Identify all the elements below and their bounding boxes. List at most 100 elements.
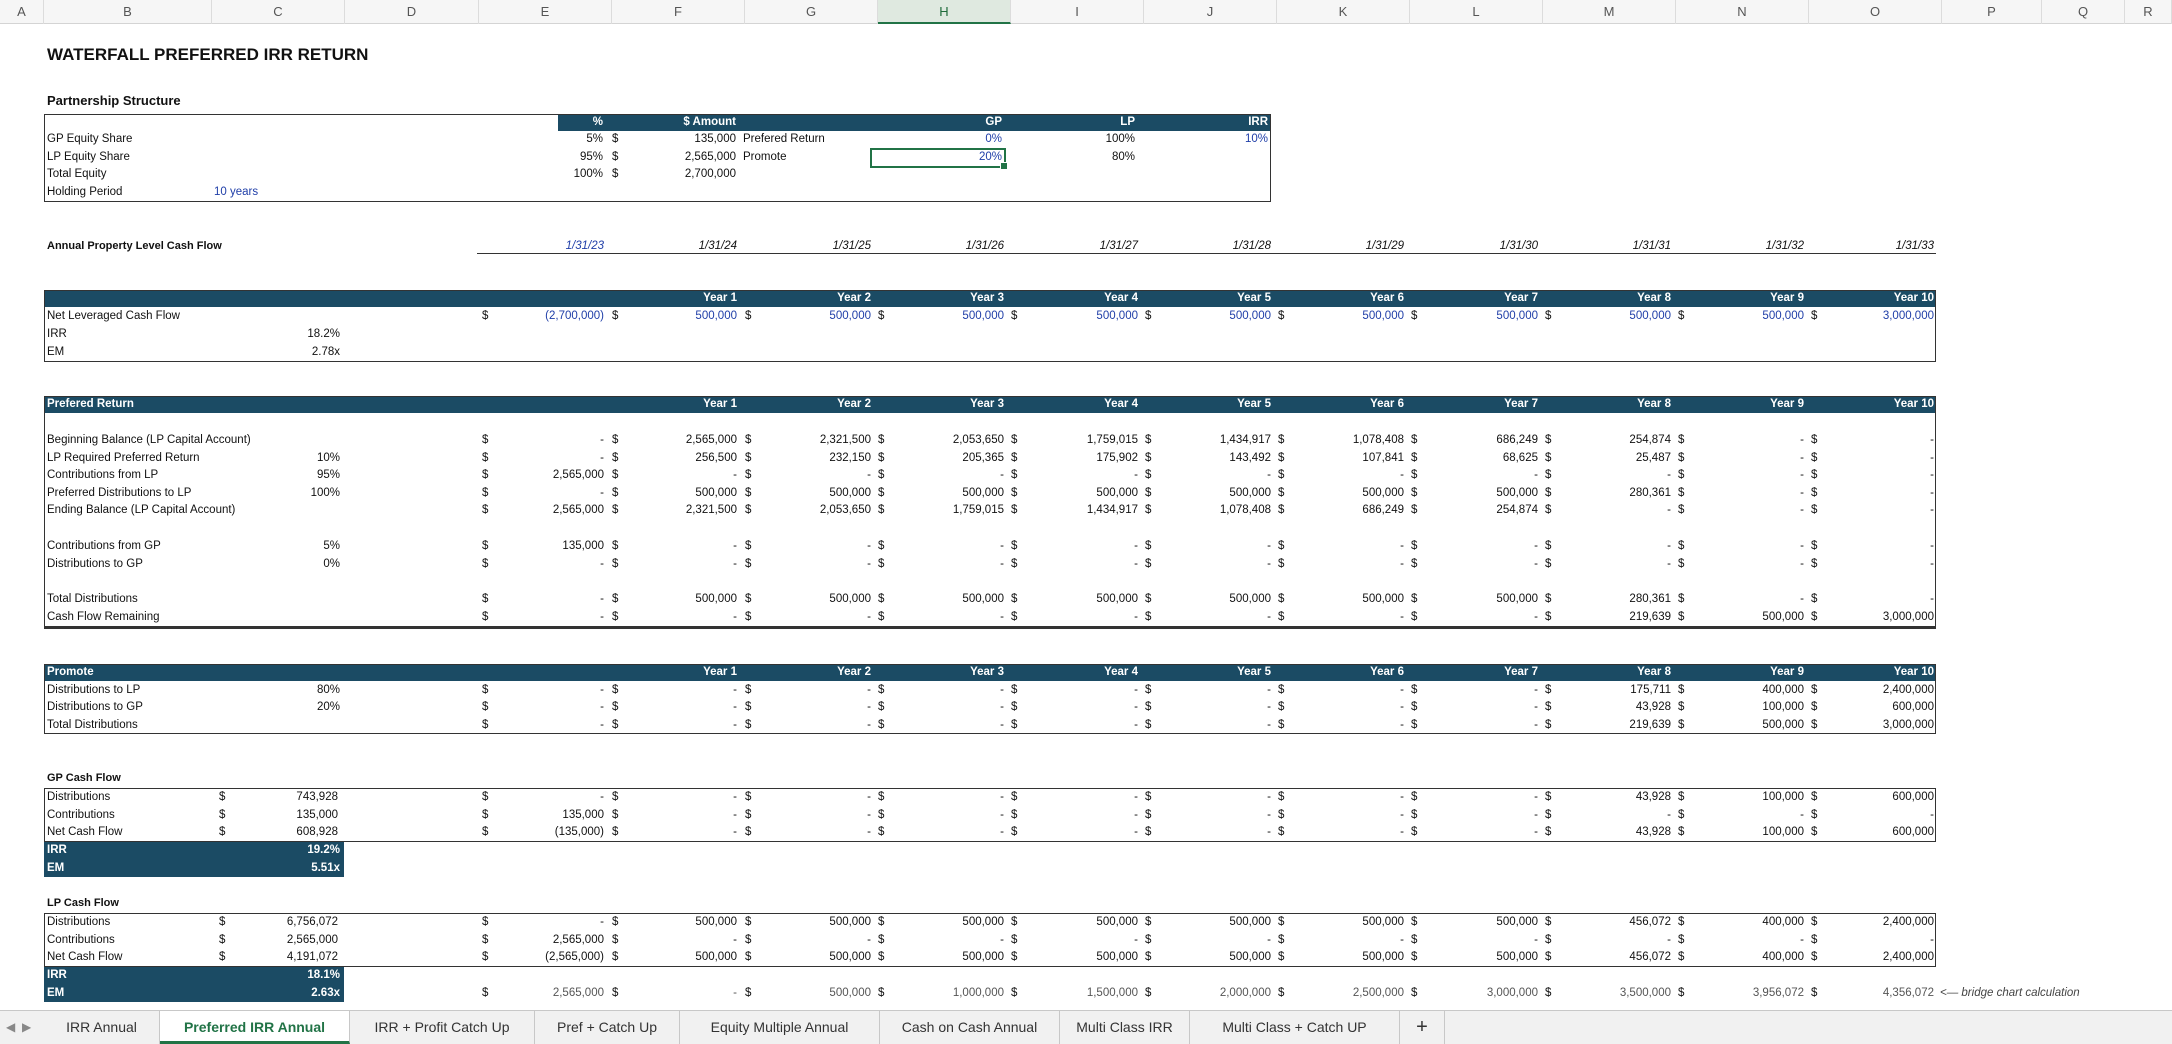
value-cell[interactable]: 400,000	[1762, 951, 1804, 963]
value-cell[interactable]: -	[733, 684, 737, 696]
value-cell[interactable]: 219,639	[1629, 719, 1671, 731]
total-cell[interactable]: 135,000	[296, 809, 338, 821]
value-cell[interactable]: -	[1000, 701, 1004, 713]
value-cell[interactable]: 500,000	[1229, 593, 1271, 605]
value-cell[interactable]: -	[1400, 934, 1404, 946]
value-cell[interactable]: 500,000	[829, 987, 871, 999]
value-cell[interactable]: -	[1400, 791, 1404, 803]
value-cell[interactable]: 500,000	[1362, 487, 1404, 499]
nav-prev-icon[interactable]: ◀	[6, 1020, 16, 1034]
value-cell[interactable]: 500,000	[962, 916, 1004, 928]
value-cell[interactable]: 500,000	[1496, 916, 1538, 928]
date-cell[interactable]: 1/31/33	[1895, 240, 1934, 252]
value-cell[interactable]: 3,000,000	[1486, 987, 1538, 999]
value-cell[interactable]: 500,000	[962, 951, 1004, 963]
value-cell[interactable]: -	[867, 934, 871, 946]
column-header-l[interactable]: L	[1410, 0, 1543, 24]
value-cell[interactable]: -	[1400, 558, 1404, 570]
value-cell[interactable]: -	[1134, 809, 1138, 821]
value-cell[interactable]: -	[1267, 791, 1271, 803]
column-header-b[interactable]: B	[44, 0, 212, 24]
value-cell[interactable]: -	[1267, 558, 1271, 570]
value-cell[interactable]: 500,000	[1362, 951, 1404, 963]
value-cell[interactable]: 1,078,408	[1352, 434, 1404, 446]
gp-input[interactable]: 0%	[985, 133, 1002, 145]
value-cell[interactable]: 219,639	[1629, 611, 1671, 623]
value-cell[interactable]: -	[1800, 809, 1804, 821]
value-cell[interactable]: -	[1930, 558, 1934, 570]
value-cell[interactable]: -	[1400, 469, 1404, 481]
value-cell[interactable]: -	[1800, 540, 1804, 552]
value-cell[interactable]: -	[1400, 540, 1404, 552]
column-header-n[interactable]: N	[1676, 0, 1809, 24]
value-cell[interactable]: -	[600, 611, 604, 623]
value-cell[interactable]: -	[867, 684, 871, 696]
spreadsheet-grid[interactable]: WATERFALL PREFERRED IRR RETURN Partnershi…	[0, 24, 2172, 1010]
value-cell[interactable]: 254,874	[1629, 434, 1671, 446]
date-cell[interactable]: 1/31/26	[965, 240, 1004, 252]
value-cell[interactable]: -	[1667, 504, 1671, 516]
value-cell[interactable]: 500,000	[695, 487, 737, 499]
value-cell[interactable]: 3,956,072	[1752, 987, 1804, 999]
amount-cell[interactable]: 135,000	[694, 133, 736, 145]
value-cell[interactable]: (135,000)	[554, 826, 604, 838]
param-cell[interactable]: 10%	[316, 452, 340, 464]
value-cell[interactable]: -	[1000, 826, 1004, 838]
total-cell[interactable]: 743,928	[296, 791, 338, 803]
value-cell[interactable]: 500,000	[695, 310, 737, 322]
value-cell[interactable]: -	[1534, 719, 1538, 731]
value-cell[interactable]: 686,249	[1362, 504, 1404, 516]
value-cell[interactable]: -	[867, 540, 871, 552]
value-cell[interactable]: -	[1267, 701, 1271, 713]
value-cell[interactable]: -	[1134, 791, 1138, 803]
value-cell[interactable]: -	[733, 540, 737, 552]
value-cell[interactable]: -	[1000, 719, 1004, 731]
param-cell[interactable]: 20%	[316, 701, 340, 713]
value-cell[interactable]: 500,000	[962, 593, 1004, 605]
value-cell[interactable]: -	[733, 826, 737, 838]
sheet-tab-cash-on-cash-annual[interactable]: Cash on Cash Annual	[880, 1011, 1060, 1044]
value-cell[interactable]: 456,072	[1629, 916, 1671, 928]
holding-period-input[interactable]: 10 years	[214, 186, 259, 198]
value-cell[interactable]: -	[1930, 593, 1934, 605]
sheet-tab-preferred-irr-annual[interactable]: Preferred IRR Annual	[160, 1011, 350, 1044]
value-cell[interactable]: -	[733, 469, 737, 481]
total-cell[interactable]: 6,756,072	[286, 916, 338, 928]
value-cell[interactable]: -	[600, 452, 604, 464]
value-cell[interactable]: -	[733, 791, 737, 803]
value-cell[interactable]: -	[867, 558, 871, 570]
value-cell[interactable]: -	[733, 719, 737, 731]
value-cell[interactable]: -	[1930, 540, 1934, 552]
value-cell[interactable]: 107,841	[1362, 452, 1404, 464]
value-cell[interactable]: -	[733, 934, 737, 946]
value-cell[interactable]: 175,902	[1096, 452, 1138, 464]
date-cell[interactable]: 1/31/25	[832, 240, 871, 252]
total-cell[interactable]: 4,191,072	[286, 951, 338, 963]
value-cell[interactable]: -	[1800, 434, 1804, 446]
value-cell[interactable]: -	[1800, 558, 1804, 570]
value-cell[interactable]: -	[1000, 684, 1004, 696]
value-cell[interactable]: -	[1000, 611, 1004, 623]
column-header-q[interactable]: Q	[2042, 0, 2125, 24]
value-cell[interactable]: (2,700,000)	[545, 310, 604, 322]
value-cell[interactable]: 2,321,500	[685, 504, 737, 516]
value-cell[interactable]: 232,150	[829, 452, 871, 464]
value-cell[interactable]: 600,000	[1892, 826, 1934, 838]
total-cell[interactable]: 608,928	[296, 826, 338, 838]
value-cell[interactable]: 686,249	[1496, 434, 1538, 446]
value-cell[interactable]: -	[1667, 809, 1671, 821]
value-cell[interactable]: 1,000,000	[952, 987, 1004, 999]
value-cell[interactable]: 205,365	[962, 452, 1004, 464]
value-cell[interactable]: -	[1534, 791, 1538, 803]
value-cell[interactable]: 2,321,500	[819, 434, 871, 446]
value-cell[interactable]: -	[1400, 719, 1404, 731]
value-cell[interactable]: -	[600, 434, 604, 446]
value-cell[interactable]: 2,565,000	[552, 469, 604, 481]
value-cell[interactable]: 456,072	[1629, 951, 1671, 963]
value-cell[interactable]: -	[600, 701, 604, 713]
value-cell[interactable]: -	[733, 558, 737, 570]
value-cell[interactable]: -	[1267, 826, 1271, 838]
value-cell[interactable]: -	[1667, 540, 1671, 552]
value-cell[interactable]: -	[1667, 558, 1671, 570]
add-sheet-button[interactable]: +	[1400, 1011, 1445, 1044]
